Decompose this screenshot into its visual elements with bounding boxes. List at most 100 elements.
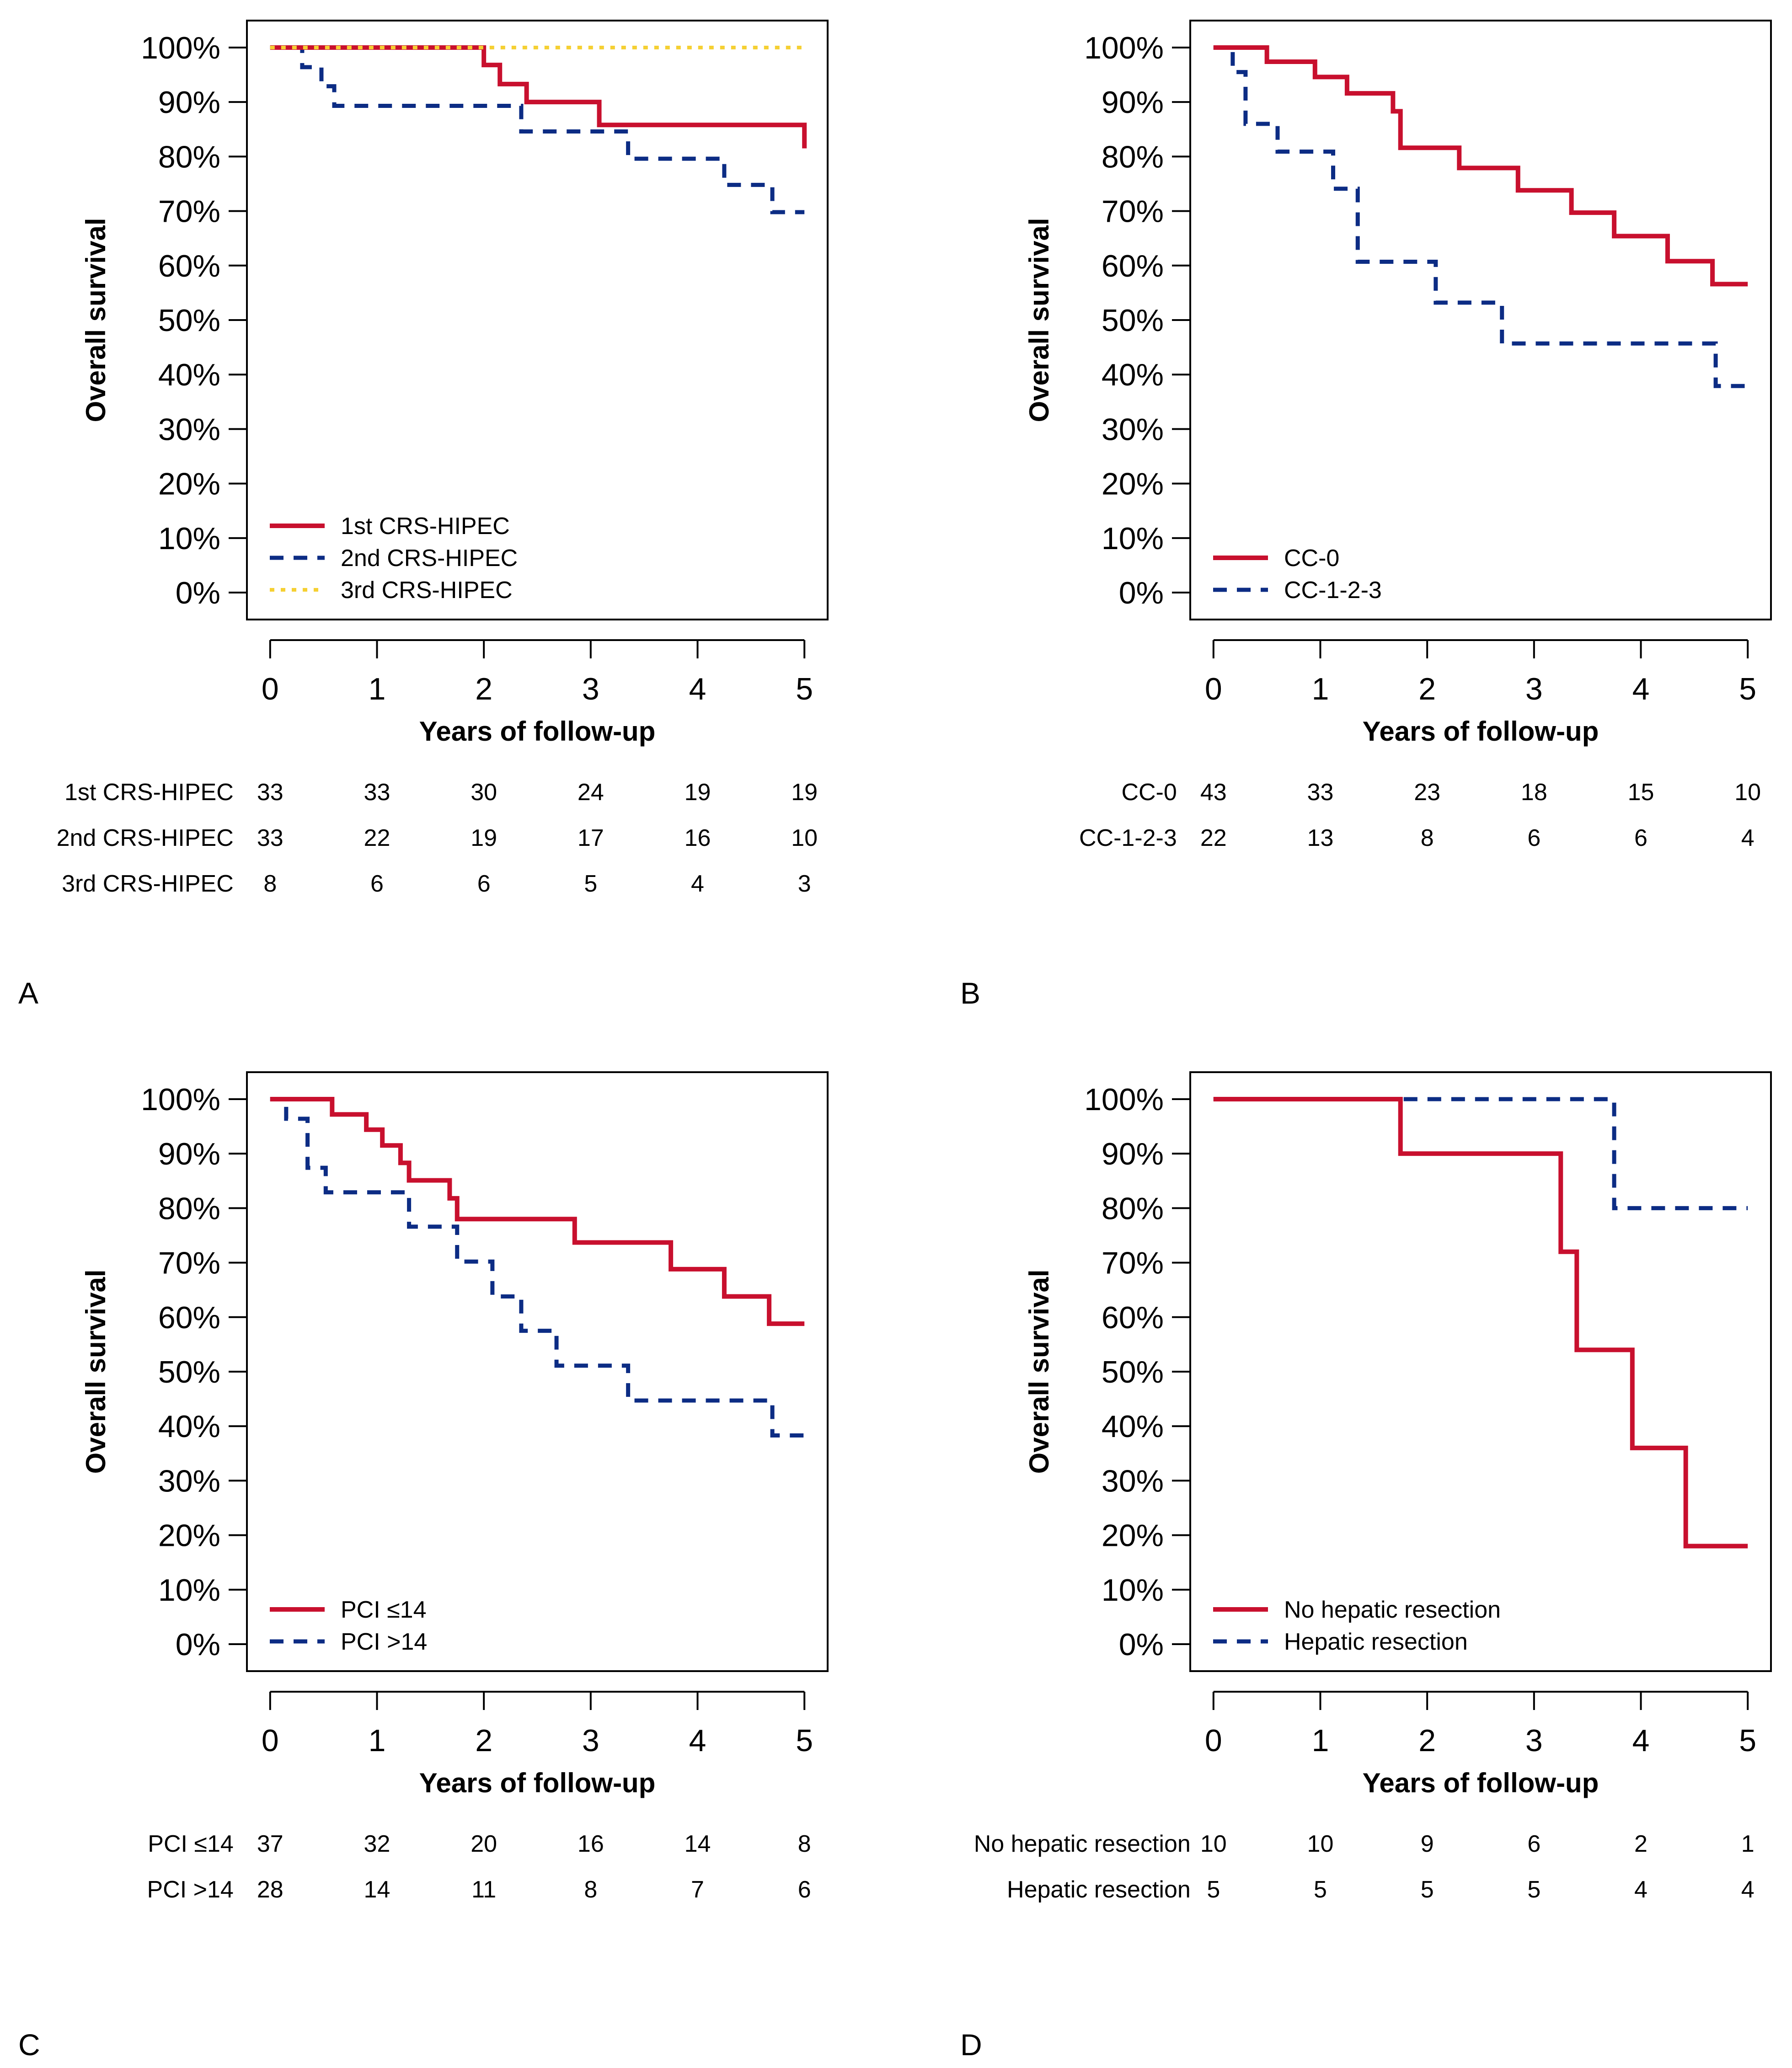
y-tick-label: 60% — [158, 1300, 220, 1335]
panel-a: 0% 10% 20% 30% 40% 50% 60% 70% 80% 90% 100% 0 1 2 3 4 5 Y… — [18, 20, 829, 1010]
x-tick-label: 3 — [582, 1723, 599, 1758]
y-tick-label: 100% — [1084, 31, 1164, 65]
risk-table-cell: 6 — [1634, 825, 1648, 851]
risk-table-cell: 15 — [1628, 779, 1654, 806]
risk-table-cell: 30 — [471, 779, 497, 806]
legend-label: 3rd CRS-HIPEC — [341, 577, 513, 604]
risk-table-cell: 5 — [1314, 1876, 1327, 1903]
y-axis-title: Overall survival — [80, 218, 111, 422]
y-tick-label: 90% — [1102, 85, 1164, 120]
x-tick-label: 0 — [262, 1723, 279, 1758]
y-tick-label: 100% — [141, 31, 220, 65]
km-curve-1st-crs-hipec — [270, 45, 807, 149]
risk-table-row-label: 3rd CRS-HIPEC — [62, 871, 234, 897]
x-tick-label: 2 — [1418, 1723, 1436, 1758]
km-curve-hepatic-resection — [1213, 1097, 1748, 1210]
y-tick-label: 90% — [158, 1137, 220, 1171]
km-curve-cc-1-2-3 — [1213, 45, 1748, 388]
x-tick-label: 1 — [1312, 1723, 1329, 1758]
risk-table-cell: 5 — [584, 871, 597, 897]
risk-table-cell: 8 — [584, 1876, 597, 1903]
risk-table-cell: 16 — [685, 825, 711, 851]
risk-table-row-label: 1st CRS-HIPEC — [64, 779, 234, 806]
x-axis-title: Years of follow-up — [419, 716, 656, 747]
legend-label: 2nd CRS-HIPEC — [341, 545, 518, 572]
km-curve-pci-14 — [270, 1097, 805, 1437]
risk-table-cell: 16 — [578, 1831, 604, 1857]
panel-letter: D — [960, 2028, 982, 2062]
risk-table-row-label: CC-0 — [1121, 779, 1177, 806]
y-tick-label: 70% — [158, 1246, 220, 1281]
risk-table-cell: 10 — [1734, 779, 1761, 806]
y-tick-label: 0% — [176, 576, 220, 610]
plot-frame — [246, 1071, 829, 1672]
risk-table-cell: 6 — [798, 1876, 811, 1903]
risk-table-cell: 20 — [471, 1831, 497, 1857]
y-tick-label: 70% — [1102, 1246, 1164, 1281]
x-tick-label: 1 — [1312, 672, 1329, 706]
plot-frame — [1189, 1071, 1772, 1672]
risk-table-cell: 5 — [1207, 1876, 1220, 1903]
x-tick-label: 0 — [1205, 672, 1222, 706]
y-tick-label: 40% — [1102, 358, 1164, 392]
risk-table-row-label: PCI ≤14 — [148, 1831, 234, 1857]
y-tick-label: 100% — [141, 1082, 220, 1117]
y-tick-label: 20% — [1102, 1518, 1164, 1553]
risk-table-cell: 8 — [263, 871, 277, 897]
y-tick-label: 50% — [158, 303, 220, 338]
risk-table-cell: 8 — [1421, 825, 1434, 851]
risk-table-cell: 33 — [257, 779, 284, 806]
risk-table-cell: 19 — [685, 779, 711, 806]
y-tick-label: 90% — [1102, 1137, 1164, 1171]
risk-table-cell: 6 — [477, 871, 491, 897]
risk-table-cell: 14 — [685, 1831, 711, 1857]
y-tick-label: 0% — [1119, 576, 1164, 610]
risk-table-cell: 19 — [791, 779, 818, 806]
legend-label: CC-0 — [1284, 545, 1339, 572]
y-tick-label: 70% — [1102, 194, 1164, 229]
panel-letter: B — [960, 976, 980, 1010]
y-tick-label: 60% — [1102, 1300, 1164, 1335]
x-axis-title: Years of follow-up — [419, 1768, 656, 1798]
legend-label: PCI ≤14 — [341, 1597, 427, 1623]
risk-table-cell: 2 — [1634, 1831, 1648, 1857]
y-tick-label: 10% — [158, 521, 220, 556]
risk-table-cell: 32 — [364, 1831, 390, 1857]
y-tick-label: 40% — [158, 358, 220, 392]
y-tick-label: 30% — [158, 1464, 220, 1498]
y-tick-label: 100% — [1084, 1082, 1164, 1117]
x-tick-label: 4 — [1632, 1723, 1650, 1758]
risk-table-cell: 10 — [1200, 1831, 1227, 1857]
y-tick-label: 10% — [1102, 521, 1164, 556]
y-tick-label: 50% — [1102, 303, 1164, 338]
y-axis-title: Overall survival — [1024, 218, 1054, 422]
risk-table-cell: 7 — [691, 1876, 704, 1903]
x-tick-label: 2 — [475, 672, 492, 706]
x-tick-label: 5 — [796, 672, 813, 706]
risk-table-cell: 17 — [578, 825, 604, 851]
x-tick-label: 5 — [796, 1723, 813, 1758]
plot-frame — [1189, 20, 1772, 620]
y-tick-label: 30% — [1102, 1464, 1164, 1498]
panel-letter: C — [18, 2028, 40, 2062]
risk-table-cell: 3 — [798, 871, 811, 897]
risk-table-row-label: 2nd CRS-HIPEC — [57, 825, 234, 851]
x-tick-label: 0 — [262, 672, 279, 706]
risk-table-cell: 28 — [257, 1876, 284, 1903]
km-curve-cc-0 — [1213, 45, 1748, 287]
risk-table-row-label: PCI >14 — [147, 1876, 233, 1903]
y-tick-label: 10% — [1102, 1573, 1164, 1608]
y-tick-label: 30% — [1102, 412, 1164, 447]
risk-table-cell: 4 — [691, 871, 704, 897]
risk-table-cell: 33 — [257, 825, 284, 851]
risk-table-cell: 22 — [1200, 825, 1227, 851]
risk-table-cell: 10 — [1307, 1831, 1334, 1857]
x-tick-label: 5 — [1739, 1723, 1756, 1758]
x-tick-label: 2 — [1418, 672, 1436, 706]
y-axis-title: Overall survival — [1024, 1270, 1054, 1474]
y-tick-label: 20% — [158, 1518, 220, 1553]
y-tick-label: 80% — [1102, 1191, 1164, 1226]
risk-table-cell: 33 — [364, 779, 390, 806]
x-tick-label: 3 — [1525, 1723, 1543, 1758]
